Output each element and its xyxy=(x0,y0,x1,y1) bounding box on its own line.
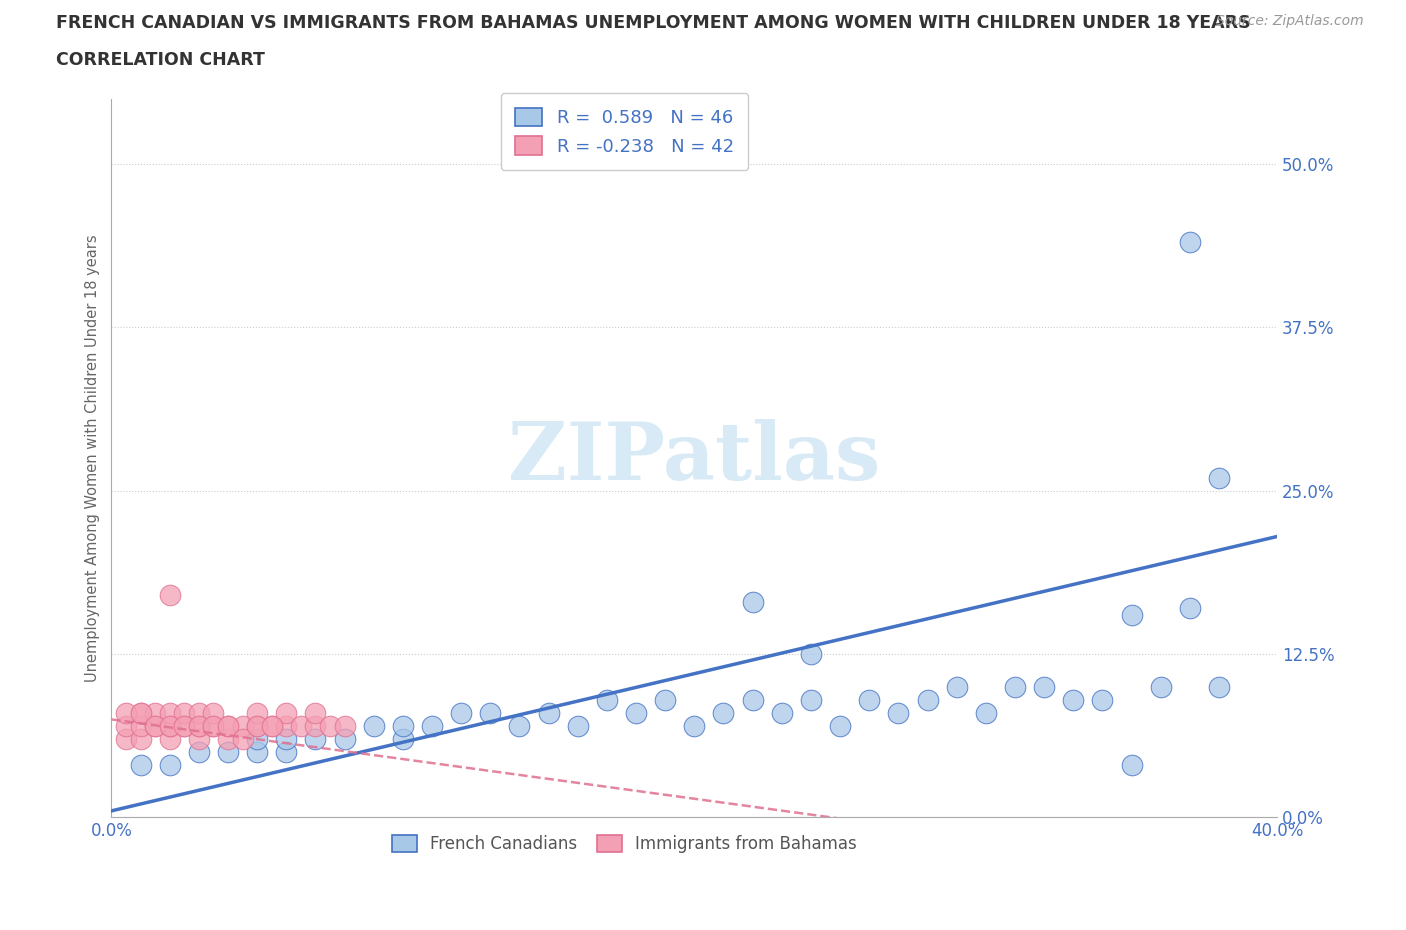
Point xyxy=(276,706,298,721)
Text: FRENCH CANADIAN VS IMMIGRANTS FROM BAHAMAS UNEMPLOYMENT AMONG WOMEN WITH CHILDRE: FRENCH CANADIAN VS IMMIGRANTS FROM BAHAM… xyxy=(56,14,1251,32)
Point xyxy=(741,594,763,609)
Point xyxy=(333,732,356,747)
Point xyxy=(1208,471,1230,485)
Point xyxy=(129,719,152,734)
Point xyxy=(232,732,254,747)
Point xyxy=(159,719,181,734)
Point xyxy=(858,692,880,707)
Point xyxy=(143,719,166,734)
Point xyxy=(143,719,166,734)
Point xyxy=(159,758,181,773)
Point xyxy=(276,745,298,760)
Point xyxy=(115,706,138,721)
Point xyxy=(1208,679,1230,694)
Point xyxy=(217,719,239,734)
Point xyxy=(290,719,312,734)
Point xyxy=(246,719,269,734)
Point xyxy=(115,719,138,734)
Point xyxy=(202,719,225,734)
Point xyxy=(1004,679,1026,694)
Point xyxy=(1150,679,1173,694)
Point xyxy=(173,706,195,721)
Point xyxy=(217,719,239,734)
Point xyxy=(1121,607,1143,622)
Point xyxy=(1091,692,1114,707)
Point xyxy=(508,719,530,734)
Point xyxy=(129,758,152,773)
Point xyxy=(654,692,676,707)
Point xyxy=(596,692,619,707)
Point xyxy=(276,732,298,747)
Point xyxy=(304,732,326,747)
Point xyxy=(187,745,209,760)
Point xyxy=(159,732,181,747)
Point xyxy=(1178,601,1201,616)
Point xyxy=(173,719,195,734)
Point xyxy=(217,745,239,760)
Point xyxy=(115,732,138,747)
Point xyxy=(1121,758,1143,773)
Legend: French Canadians, Immigrants from Bahamas: French Canadians, Immigrants from Bahama… xyxy=(385,828,863,859)
Point xyxy=(392,719,415,734)
Point xyxy=(143,706,166,721)
Point xyxy=(129,732,152,747)
Point xyxy=(246,745,269,760)
Point xyxy=(479,706,502,721)
Point xyxy=(159,706,181,721)
Point xyxy=(1033,679,1056,694)
Point xyxy=(246,719,269,734)
Point xyxy=(202,719,225,734)
Point xyxy=(304,719,326,734)
Point xyxy=(420,719,443,734)
Point xyxy=(304,706,326,721)
Point xyxy=(1062,692,1084,707)
Point xyxy=(187,719,209,734)
Text: ZIPatlas: ZIPatlas xyxy=(508,419,880,497)
Point xyxy=(917,692,939,707)
Text: Source: ZipAtlas.com: Source: ZipAtlas.com xyxy=(1216,14,1364,28)
Point xyxy=(202,706,225,721)
Point xyxy=(363,719,385,734)
Point xyxy=(333,719,356,734)
Point xyxy=(887,706,910,721)
Y-axis label: Unemployment Among Women with Children Under 18 years: Unemployment Among Women with Children U… xyxy=(86,234,100,682)
Point xyxy=(187,732,209,747)
Point xyxy=(319,719,342,734)
Point xyxy=(800,692,823,707)
Point xyxy=(741,692,763,707)
Point xyxy=(159,588,181,603)
Text: CORRELATION CHART: CORRELATION CHART xyxy=(56,51,266,69)
Point xyxy=(450,706,472,721)
Point xyxy=(974,706,997,721)
Point xyxy=(217,732,239,747)
Point xyxy=(246,732,269,747)
Point xyxy=(537,706,560,721)
Point xyxy=(246,706,269,721)
Point xyxy=(624,706,647,721)
Point xyxy=(567,719,589,734)
Point xyxy=(713,706,735,721)
Point xyxy=(800,646,823,661)
Point xyxy=(187,719,209,734)
Point xyxy=(392,732,415,747)
Point xyxy=(129,706,152,721)
Point xyxy=(945,679,967,694)
Point xyxy=(260,719,283,734)
Point xyxy=(159,719,181,734)
Point xyxy=(770,706,793,721)
Point xyxy=(276,719,298,734)
Point xyxy=(260,719,283,734)
Point xyxy=(232,719,254,734)
Point xyxy=(828,719,851,734)
Point xyxy=(1178,235,1201,250)
Point xyxy=(129,706,152,721)
Point xyxy=(187,706,209,721)
Point xyxy=(683,719,706,734)
Point xyxy=(173,719,195,734)
